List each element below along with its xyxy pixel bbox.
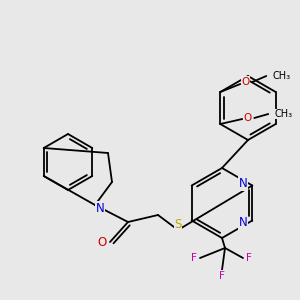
Text: O: O (241, 77, 249, 87)
Text: S: S (174, 218, 182, 230)
Text: CH₃: CH₃ (272, 71, 290, 81)
Text: N: N (239, 177, 248, 190)
Text: F: F (219, 271, 225, 281)
Text: F: F (246, 253, 252, 263)
Text: F: F (191, 253, 197, 263)
Text: O: O (98, 236, 106, 248)
Text: N: N (239, 216, 248, 229)
Text: N: N (96, 202, 104, 214)
Text: O: O (243, 113, 251, 123)
Text: CH₃: CH₃ (274, 109, 292, 119)
